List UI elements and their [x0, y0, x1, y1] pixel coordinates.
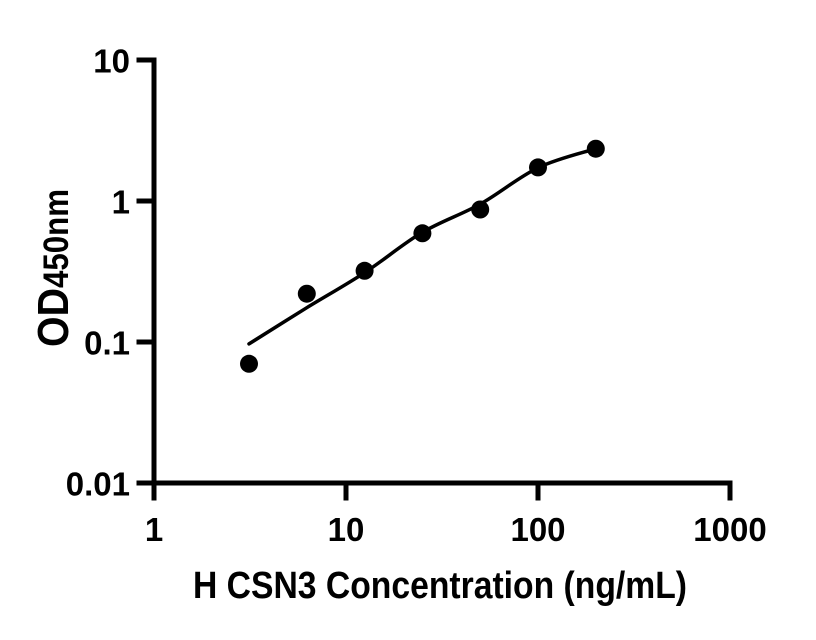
fit-curve-line: [247, 146, 598, 346]
y-tick-label: 0.1: [84, 325, 130, 362]
y-tick-label: 10: [93, 43, 130, 80]
x-tick-label: 1: [145, 511, 163, 548]
plot-area: 10 1 0.1 0.01 1 10 100 1000: [66, 43, 767, 549]
y-axis-title: OD450nm: [29, 189, 78, 347]
x-tick-label: 100: [510, 511, 565, 548]
data-point: [413, 224, 432, 243]
x-tick-label: 10: [328, 511, 365, 548]
y-tick-label: 1: [112, 184, 130, 221]
data-point: [297, 284, 316, 303]
data-point: [471, 200, 490, 219]
y-axis-title-main: OD: [29, 288, 78, 347]
y-axis-title-sub: 450nm: [37, 189, 76, 288]
y-tick-label: 0.01: [66, 466, 130, 503]
data-point: [355, 261, 374, 280]
x-axis-title: H CSN3 Concentration (ng/mL): [193, 565, 687, 607]
data-point: [529, 158, 547, 177]
data-point: [240, 354, 258, 373]
data-point: [586, 139, 605, 158]
x-tick-label: 1000: [693, 511, 766, 548]
